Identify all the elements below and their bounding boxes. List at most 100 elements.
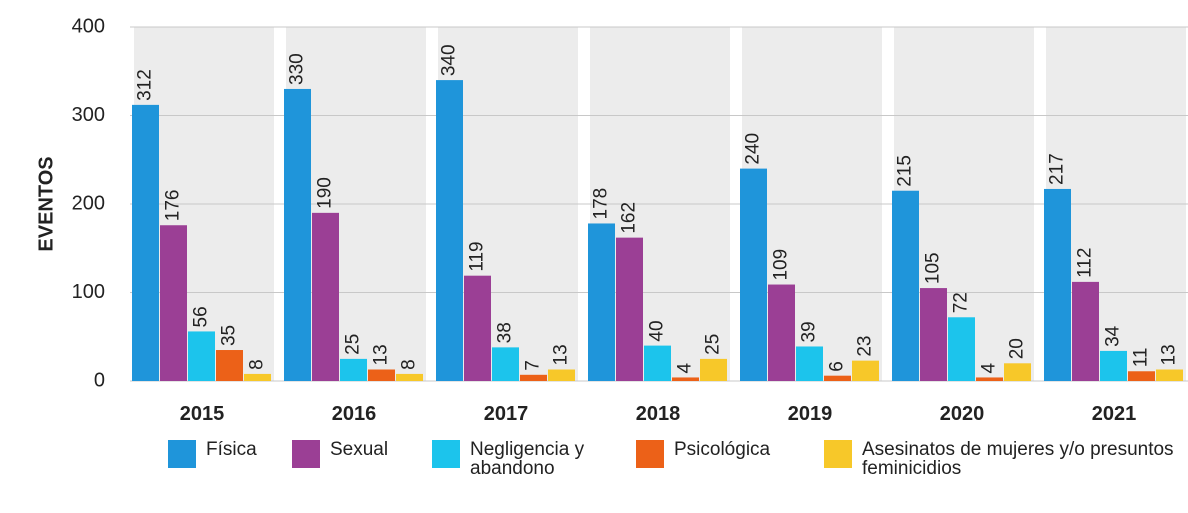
bar: [700, 358, 727, 381]
value-label: 7: [523, 360, 544, 371]
value-label: 40: [647, 320, 668, 341]
legend-item: Psicológica: [636, 440, 770, 468]
value-label: 13: [551, 344, 572, 365]
legend-swatch: [824, 440, 852, 468]
bar: [188, 331, 215, 381]
bar: [1100, 350, 1127, 381]
y-tick-label: 400: [72, 15, 105, 37]
bar: [244, 373, 271, 381]
bar: [852, 360, 879, 381]
value-label: 112: [1075, 248, 1096, 278]
bar: [740, 168, 767, 381]
bar: [464, 275, 491, 381]
value-label: 217: [1047, 153, 1068, 185]
value-label: 13: [1159, 344, 1180, 365]
value-label: 178: [591, 188, 612, 220]
value-label: 11: [1131, 348, 1152, 368]
bar: [216, 350, 243, 381]
bar: [312, 212, 339, 381]
bar: [672, 377, 699, 381]
legend-item: Sexual: [292, 440, 388, 468]
legend-swatch: [636, 440, 664, 468]
bar: [892, 190, 919, 381]
bar: [1128, 371, 1155, 381]
bar: [768, 284, 795, 381]
value-label: 4: [979, 362, 1000, 373]
x-tick-label: 2021: [1092, 403, 1137, 425]
bar: [436, 80, 463, 381]
chart: EVENTOS 01002003004002015312176563582016…: [35, 15, 1188, 425]
value-label: 215: [895, 155, 916, 187]
x-tick-label: 2019: [788, 403, 833, 425]
value-label: 312: [135, 69, 156, 101]
y-tick-label: 100: [72, 281, 105, 303]
value-label: 35: [219, 325, 240, 346]
value-label: 34: [1103, 325, 1124, 347]
y-tick-label: 200: [72, 192, 105, 214]
bar: [824, 375, 851, 381]
legend-label: Negligencia y abandono: [470, 439, 585, 479]
bar: [284, 88, 311, 381]
bar: [492, 347, 519, 381]
bar: [132, 104, 159, 381]
value-label: 8: [247, 359, 268, 370]
value-label: 23: [855, 336, 876, 357]
y-tick-label: 0: [94, 369, 105, 391]
value-label: 38: [495, 322, 516, 343]
x-tick-label: 2020: [940, 403, 985, 425]
bar: [616, 237, 643, 381]
bar: [340, 358, 367, 381]
y-axis-label: EVENTOS: [35, 156, 57, 251]
legend-label: Asesinatos de mujeres y/o presuntos femi…: [862, 439, 1174, 479]
value-label: 162: [619, 202, 640, 234]
value-label: 72: [951, 292, 972, 313]
value-label: 119: [467, 241, 488, 271]
bar: [548, 369, 575, 381]
legend-item: Asesinatos de mujeres y/o presuntos femi…: [824, 440, 1182, 478]
bar: [644, 345, 671, 381]
x-tick-label: 2018: [636, 403, 681, 425]
value-label: 330: [287, 53, 308, 85]
value-label: 109: [771, 249, 792, 281]
value-label: 56: [191, 306, 212, 327]
bar: [1156, 369, 1183, 381]
legend-swatch: [292, 440, 320, 468]
value-label: 20: [1007, 338, 1028, 359]
bar: [520, 374, 547, 381]
x-tick-label: 2017: [484, 403, 529, 425]
value-label: 340: [439, 44, 460, 76]
bar: [796, 346, 823, 381]
bar: [160, 225, 187, 381]
value-label: 13: [371, 344, 392, 365]
bar: [920, 288, 947, 381]
value-label: 8: [399, 359, 420, 370]
bar: [1072, 281, 1099, 381]
bar: [368, 369, 395, 381]
value-label: 105: [923, 252, 944, 284]
value-label: 25: [703, 334, 724, 355]
value-label: 240: [743, 133, 764, 165]
value-label: 176: [163, 190, 184, 222]
legend-swatch: [168, 440, 196, 468]
value-label: 190: [315, 177, 336, 209]
bar: [588, 223, 615, 381]
value-label: 39: [799, 321, 820, 342]
value-label: 6: [827, 361, 848, 372]
bar: [396, 373, 423, 381]
x-tick-label: 2015: [180, 403, 225, 425]
legend-swatch: [432, 440, 460, 468]
value-label: 25: [343, 334, 364, 355]
bar: [1044, 188, 1071, 381]
legend-item: Física: [168, 440, 257, 468]
bar: [1004, 363, 1031, 381]
value-label: 4: [675, 362, 696, 373]
legend-label: Física: [206, 439, 257, 460]
legend-label: Sexual: [330, 439, 389, 460]
bar: [948, 317, 975, 381]
legend-label: Psicológica: [674, 439, 771, 460]
bar: [976, 377, 1003, 381]
x-tick-label: 2016: [332, 403, 377, 425]
y-tick-label: 300: [72, 104, 105, 126]
legend-item: Negligencia y abandono: [432, 440, 620, 478]
